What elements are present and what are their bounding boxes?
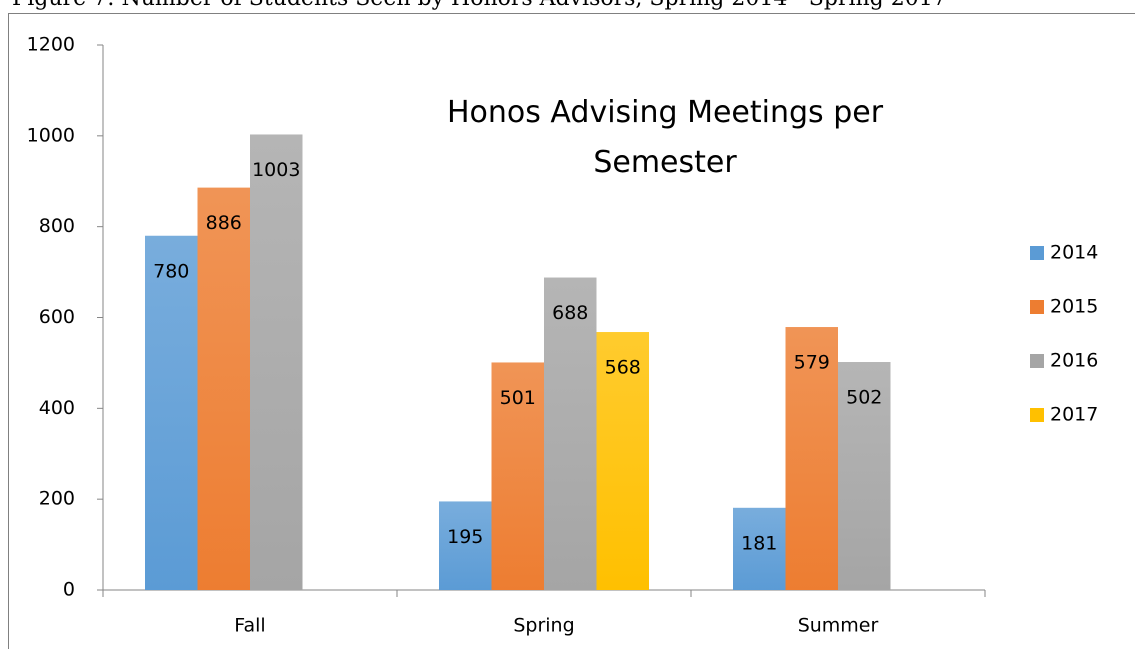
y-tick-label: 400	[39, 397, 75, 419]
legend-swatch	[1030, 246, 1044, 260]
data-label: 502	[846, 387, 882, 409]
data-label: 1003	[252, 159, 300, 181]
legend-swatch	[1030, 300, 1044, 314]
data-label: 501	[500, 387, 536, 409]
bar	[544, 277, 597, 590]
legend-label: 2016	[1050, 350, 1098, 372]
figure-caption: Figure 7: Number of Students Seen by Hon…	[12, 0, 947, 11]
legend-label: 2015	[1050, 296, 1098, 318]
legend-label: 2014	[1050, 242, 1098, 264]
data-label: 568	[605, 357, 641, 379]
y-tick-label: 1200	[27, 34, 75, 56]
x-tick-label: Spring	[513, 615, 574, 637]
bar	[439, 501, 492, 590]
x-tick-label: Fall	[234, 615, 265, 637]
data-label: 780	[153, 260, 189, 282]
data-label: 886	[206, 212, 242, 234]
bar	[733, 507, 786, 590]
y-tick-label: 1000	[27, 124, 75, 146]
bar	[145, 235, 198, 590]
bar	[491, 362, 544, 590]
legend-label: 2017	[1050, 404, 1098, 426]
bar	[197, 187, 250, 590]
chart-frame	[8, 13, 1135, 649]
bar	[596, 332, 649, 590]
chart-title: Honos Advising Meetings per Semester	[446, 95, 884, 180]
bar	[785, 327, 838, 590]
bar	[838, 362, 891, 590]
y-tick-label: 200	[39, 488, 75, 510]
data-label: 688	[552, 302, 588, 324]
data-label: 579	[794, 352, 830, 374]
data-label: 181	[741, 532, 777, 554]
legend-swatch	[1030, 354, 1044, 368]
y-tick-label: 600	[39, 306, 75, 328]
y-tick-label: 800	[39, 215, 75, 237]
data-label: 195	[447, 526, 483, 548]
x-tick-label: Summer	[798, 615, 879, 637]
y-tick-label: 0	[63, 579, 75, 601]
legend-swatch	[1030, 408, 1044, 422]
bar	[250, 134, 303, 591]
